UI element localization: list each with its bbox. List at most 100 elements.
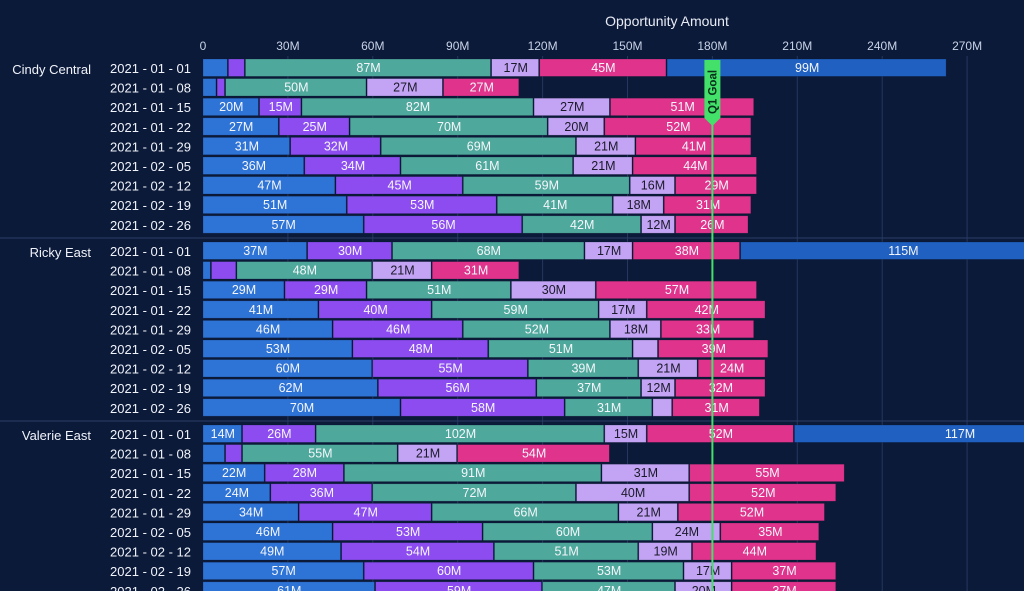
x-tick-label: 240M: [867, 39, 897, 53]
data-label: 21M: [591, 159, 615, 173]
data-label: 54M: [406, 545, 430, 559]
bar-segment: [573, 156, 633, 175]
bar-segment: [641, 215, 675, 234]
data-label: 27M: [393, 81, 417, 95]
bar-segment: [678, 503, 825, 522]
bar-segment: [202, 300, 319, 319]
data-label: 59M: [535, 179, 559, 193]
bar-segment: [378, 378, 537, 397]
bar-segment: [372, 483, 576, 502]
bar-segment: [610, 320, 661, 339]
bar-segment: [720, 522, 820, 541]
bar-segment: [366, 78, 443, 97]
date-label: 2021 - 01 - 15: [110, 466, 191, 481]
bar-segment: [332, 522, 483, 541]
x-tick-label: 90M: [446, 39, 469, 53]
data-label: 59M: [447, 584, 471, 591]
date-label: 2021 - 02 - 26: [110, 218, 191, 233]
bar-segment: [740, 241, 1024, 260]
group-label: Valerie East: [22, 428, 92, 443]
date-label: 2021 - 01 - 01: [110, 61, 191, 76]
data-label: 14M: [211, 427, 235, 441]
date-label: 2021 - 01 - 22: [110, 120, 191, 135]
data-label: 69M: [467, 139, 491, 153]
data-label: 52M: [525, 322, 549, 336]
data-label: 44M: [683, 159, 707, 173]
data-label: 53M: [410, 198, 434, 212]
bar-segment: [547, 117, 604, 136]
bar-segment: [270, 483, 372, 502]
data-label: 33M: [696, 322, 720, 336]
date-label: 2021 - 02 - 12: [110, 545, 191, 560]
data-label: 60M: [556, 525, 580, 539]
bar-segment: [225, 444, 242, 463]
data-label: 35M: [758, 525, 782, 539]
data-label: 32M: [324, 139, 348, 153]
date-label: 2021 - 02 - 12: [110, 362, 191, 377]
data-label: 19M: [654, 545, 678, 559]
bar-segment: [683, 561, 732, 580]
data-label: 12M: [646, 381, 670, 395]
date-label: 2021 - 01 - 22: [110, 303, 191, 318]
date-label: 2021 - 02 - 05: [110, 342, 191, 357]
data-label: 51M: [263, 198, 287, 212]
data-label: 31M: [597, 401, 621, 415]
bar-segment: [304, 156, 401, 175]
bar-segment: [202, 463, 265, 482]
data-label: 31M: [696, 198, 720, 212]
data-label: 37M: [772, 564, 796, 578]
data-label: 53M: [396, 525, 420, 539]
data-label: 48M: [293, 264, 317, 278]
bar-segment: [202, 320, 333, 339]
bar-segment: [202, 97, 259, 116]
data-label: 21M: [637, 505, 661, 519]
chart-title: Opportunity Amount: [605, 13, 729, 29]
bar-segment: [228, 58, 245, 77]
bar-segment: [242, 444, 398, 463]
bar-segment: [672, 398, 760, 417]
bar-segment: [536, 378, 641, 397]
bar-segment: [202, 503, 299, 522]
x-tick-label: 210M: [782, 39, 812, 53]
data-label: 31M: [704, 401, 728, 415]
data-label: 39M: [702, 342, 726, 356]
date-label: 2021 - 01 - 01: [110, 427, 191, 442]
x-tick-label: 120M: [528, 39, 558, 53]
data-label: 31M: [464, 264, 488, 278]
date-label: 2021 - 02 - 19: [110, 198, 191, 213]
data-label: 20M: [564, 120, 588, 134]
bar-segment: [652, 398, 672, 417]
data-label: 20M: [692, 584, 716, 591]
data-label: 52M: [709, 427, 733, 441]
bar-segment: [284, 280, 367, 299]
date-label: 2021 - 02 - 05: [110, 525, 191, 540]
data-label: 21M: [656, 362, 680, 376]
bar-segment: [675, 378, 766, 397]
data-label: 15M: [614, 427, 638, 441]
data-label: 47M: [257, 179, 281, 193]
bar-segment: [202, 176, 336, 195]
date-label: 2021 - 02 - 05: [110, 159, 191, 174]
bar-segment: [641, 378, 675, 397]
data-label: 48M: [409, 342, 433, 356]
bar-segment: [497, 195, 613, 214]
data-label: 60M: [276, 362, 300, 376]
data-label: 54M: [522, 447, 546, 461]
bar-segment: [397, 444, 457, 463]
data-label: 49M: [260, 545, 284, 559]
date-label: 2021 - 01 - 08: [110, 81, 191, 96]
bar-segment: [347, 195, 497, 214]
date-label: 2021 - 01 - 08: [110, 447, 191, 462]
data-label: 55M: [308, 447, 332, 461]
bar-segment: [576, 483, 689, 502]
bar-segment: [675, 176, 757, 195]
bar-segment: [341, 542, 494, 561]
bar-segment: [352, 339, 488, 358]
data-label: 34M: [341, 159, 365, 173]
goal-label: Q1 Goal: [707, 70, 719, 114]
data-label: 36M: [242, 159, 266, 173]
bar-segment: [349, 117, 548, 136]
date-label: 2021 - 01 - 01: [110, 244, 191, 259]
bar-segment: [202, 359, 372, 378]
bar-segment: [202, 280, 285, 299]
